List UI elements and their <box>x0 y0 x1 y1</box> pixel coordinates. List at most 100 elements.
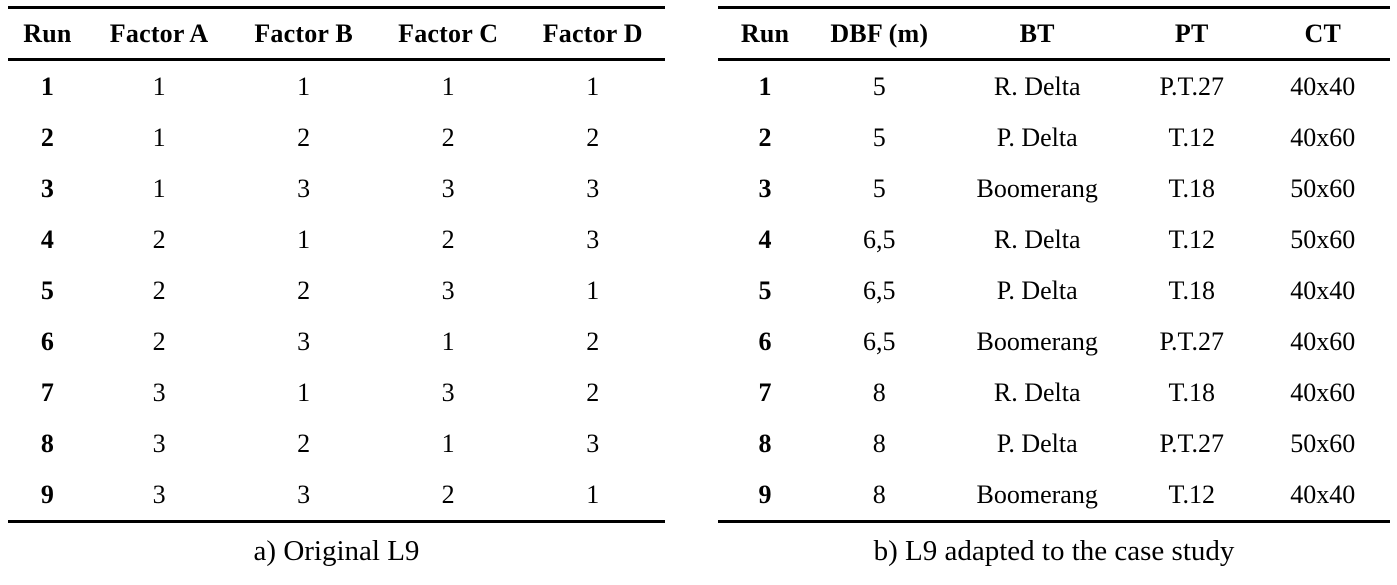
table-cell: 2 <box>152 326 166 356</box>
run-cell: 6 <box>40 326 54 356</box>
table-cell: 40x40 <box>1290 479 1356 509</box>
table-cell: 3 <box>441 377 455 407</box>
run-cell: 8 <box>758 428 772 458</box>
table-cell: 3 <box>586 224 600 254</box>
table-cell: T.18 <box>1168 275 1215 305</box>
table-cell: T.18 <box>1168 173 1215 203</box>
table-cell: 2 <box>586 122 600 152</box>
table-cell: 3 <box>152 479 166 509</box>
table-caption-b: b) L9 adapted to the case study <box>873 535 1235 567</box>
table-cell: 2 <box>297 122 311 152</box>
table-cell: Boomerang <box>976 479 1098 509</box>
table-cell: 2 <box>586 377 600 407</box>
column-header: BT <box>1019 18 1055 48</box>
table-cell: 6,5 <box>863 326 896 356</box>
table-cell: T.12 <box>1168 479 1215 509</box>
table-cell: 2 <box>441 479 455 509</box>
run-cell: 8 <box>40 428 54 458</box>
adapted-l9-table-body: 1 5 R. Delta P.T.27 40x40 2 5 P. Delta T.12 40x60… <box>718 60 1390 522</box>
table-cell: 3 <box>586 173 600 203</box>
table-cell: 2 <box>297 428 311 458</box>
table-cell: P.T.27 <box>1159 71 1224 101</box>
adapted-l9-table-head: Run DBF (m) BT PT CT <box>718 8 1390 60</box>
table-cell: 3 <box>297 479 311 509</box>
header-row: Run Factor A Factor B Factor C Factor D <box>8 8 665 60</box>
table-row: 2 1 2 2 2 <box>8 112 665 163</box>
table-cell: P. Delta <box>996 275 1078 305</box>
table-cell: 1 <box>586 275 600 305</box>
table-caption-a: a) Original L9 <box>253 535 420 567</box>
table-cell: 2 <box>586 326 600 356</box>
table-cell: R. Delta <box>993 377 1081 407</box>
table-cell: 2 <box>441 122 455 152</box>
table-cell: 1 <box>152 173 166 203</box>
table-cell: 1 <box>152 122 166 152</box>
table-cell: 8 <box>872 377 886 407</box>
table-cell: 40x40 <box>1290 71 1356 101</box>
table-row: 8 8 P. Delta P.T.27 50x60 <box>718 418 1390 469</box>
table-cell: R. Delta <box>993 224 1081 254</box>
table-row: 4 2 1 2 3 <box>8 214 665 265</box>
table-cell: 1 <box>441 428 455 458</box>
table-row: 6 2 3 1 2 <box>8 316 665 367</box>
table-cell: 5 <box>872 173 886 203</box>
run-cell: 5 <box>758 275 772 305</box>
table-cell: 2 <box>152 224 166 254</box>
column-header: CT <box>1304 18 1342 48</box>
header-row: Run DBF (m) BT PT CT <box>718 8 1390 60</box>
table-row: 3 5 Boomerang T.18 50x60 <box>718 163 1390 214</box>
run-cell: 2 <box>40 122 54 152</box>
table-cell: 2 <box>297 275 311 305</box>
table-cell: 3 <box>152 377 166 407</box>
table-cell: 40x60 <box>1290 122 1356 152</box>
table-cell: R. Delta <box>993 71 1081 101</box>
table-cell: 50x60 <box>1290 428 1356 458</box>
table-cell: 3 <box>586 428 600 458</box>
run-cell: 7 <box>40 377 54 407</box>
run-cell: 6 <box>758 326 772 356</box>
original-l9-table-head: Run Factor A Factor B Factor C Factor D <box>8 8 665 60</box>
table-row: 8 3 2 1 3 <box>8 418 665 469</box>
run-cell: 2 <box>758 122 772 152</box>
table-cell: T.12 <box>1168 122 1215 152</box>
adapted-l9-table: Run DBF (m) BT PT CT 1 5 R. Delta P.T.27 40x40 2 5… <box>718 6 1390 523</box>
table-row: 9 3 3 2 1 <box>8 469 665 522</box>
table-cell: 6,5 <box>863 224 896 254</box>
table-row: 7 8 R. Delta T.18 40x60 <box>718 367 1390 418</box>
table-cell: 1 <box>586 71 600 101</box>
run-cell: 1 <box>40 71 54 101</box>
table-cell: 8 <box>872 479 886 509</box>
column-header: Factor A <box>109 18 209 48</box>
table-row: 4 6,5 R. Delta T.12 50x60 <box>718 214 1390 265</box>
table-cell: P.T.27 <box>1159 326 1224 356</box>
table-cell: Boomerang <box>976 326 1098 356</box>
column-header: PT <box>1174 18 1209 48</box>
table-cell: 50x60 <box>1290 173 1356 203</box>
run-cell: 5 <box>40 275 54 305</box>
table-cell: T.18 <box>1168 377 1215 407</box>
run-cell: 7 <box>758 377 772 407</box>
run-cell: 4 <box>758 224 772 254</box>
column-header: Factor B <box>254 18 353 48</box>
run-cell: 3 <box>758 173 772 203</box>
table-cell: 3 <box>297 326 311 356</box>
table-row: 6 6,5 Boomerang P.T.27 40x60 <box>718 316 1390 367</box>
table-cell: 50x60 <box>1290 224 1356 254</box>
run-cell: 9 <box>40 479 54 509</box>
column-header: Run <box>740 18 790 48</box>
table-cell: 5 <box>872 71 886 101</box>
table-row: 5 6,5 P. Delta T.18 40x40 <box>718 265 1390 316</box>
table-cell: 1 <box>441 71 455 101</box>
table-cell: 1 <box>297 71 311 101</box>
table-cell: 40x40 <box>1290 275 1356 305</box>
table-cell: T.12 <box>1168 224 1215 254</box>
table-cell: 1 <box>586 479 600 509</box>
table-cell: Boomerang <box>976 173 1098 203</box>
table-cell: 5 <box>872 122 886 152</box>
column-header: Run <box>23 18 72 48</box>
table-row: 1 5 R. Delta P.T.27 40x40 <box>718 60 1390 113</box>
